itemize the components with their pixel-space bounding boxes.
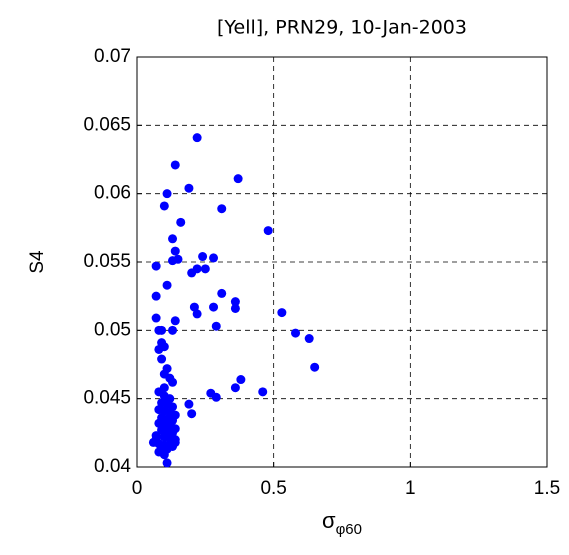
plot-frame [136,56,548,468]
y-tick-label: 0.045 [83,388,131,409]
chart-title: [Yell], PRN29, 10-Jan-2003 [217,17,467,39]
point [192,133,202,143]
y-tick-label: 0.06 [94,183,131,204]
point [184,183,194,193]
point [211,392,221,402]
point [173,254,183,264]
x-axis-label: σφ60 [322,508,362,538]
point [310,362,320,372]
point [263,226,273,236]
point [168,442,178,451]
y-tick-label: 0.05 [94,319,131,340]
point [157,325,167,335]
point [209,253,219,263]
point [162,458,172,468]
y-tick-label: 0.04 [94,456,131,477]
point [159,201,169,211]
point [165,414,175,424]
x-axis-label-sub: φ60 [336,521,362,538]
point [198,252,208,262]
point [168,234,178,244]
point [217,288,227,298]
point [151,313,161,323]
point [187,268,197,278]
point [151,261,161,271]
point [151,291,161,301]
point [233,174,243,184]
point [209,302,219,312]
point [170,316,180,326]
x-tick-label: 0.5 [260,478,286,499]
point [258,387,268,397]
x-tick-label: 0 [132,478,143,499]
y-tick-label: 0.07 [94,46,131,67]
point [168,325,178,335]
point [304,334,314,344]
point [170,246,180,256]
point [192,309,202,319]
point [168,377,178,387]
point [200,264,210,274]
point [236,375,246,385]
x-tick-label: 1.5 [534,478,560,499]
point [211,321,221,331]
y-tick-label: 0.055 [83,251,131,272]
y-axis-label: S4 [27,250,48,274]
point [291,328,301,338]
point [151,435,161,445]
point [159,450,169,460]
point [162,189,172,199]
point [162,396,172,406]
point [189,302,199,312]
y-tick-label: 0.065 [83,114,131,135]
point [187,409,197,419]
point [176,217,186,227]
point [159,342,169,352]
point [230,303,240,313]
point [184,399,194,409]
point [157,354,167,364]
x-tick-label: 1 [405,478,416,499]
point [162,280,172,290]
x-axis-label-main: σ [322,508,336,533]
point [217,204,227,214]
point [230,297,240,307]
point [277,308,287,318]
point [230,383,240,393]
point [170,160,180,170]
